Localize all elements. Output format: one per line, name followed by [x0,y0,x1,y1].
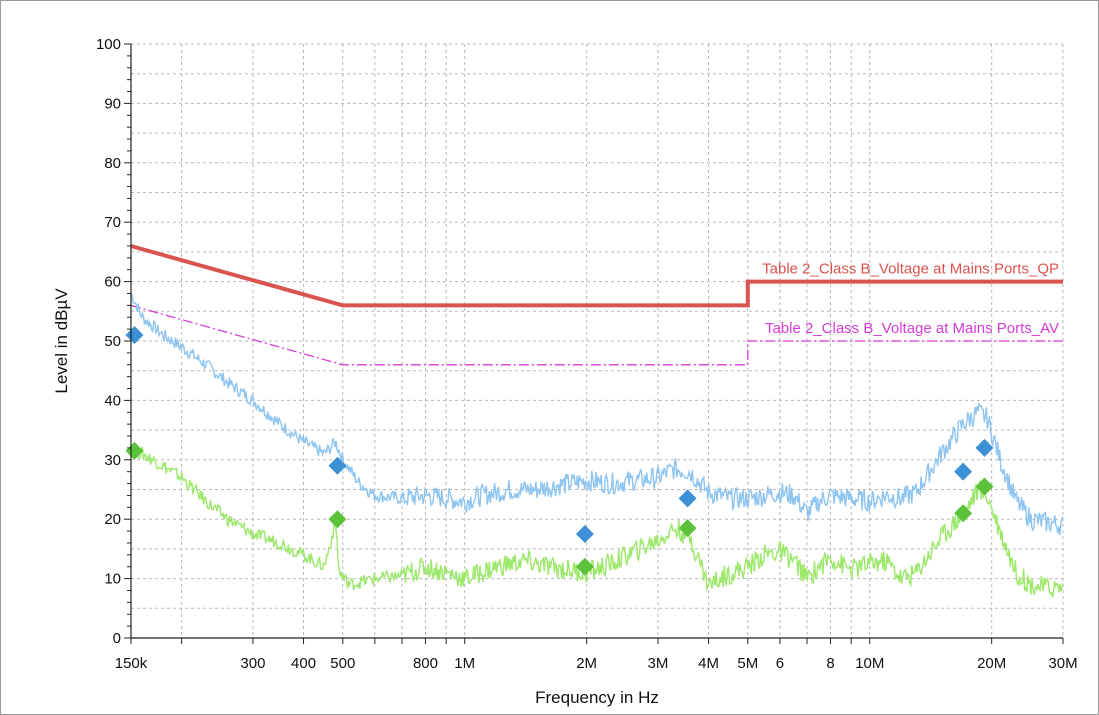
av-marker [954,504,973,523]
y-tick-label: 0 [113,630,121,647]
qp-marker [975,438,994,457]
y-tick-label: 100 [96,36,121,53]
axes [124,43,1064,644]
x-tick-label: 300 [240,655,265,672]
qp-marker [678,489,697,508]
limit-label-qp: Table 2_Class B_Voltage at Mains Ports_Q… [762,261,1059,278]
measurement-traces [130,293,1064,598]
x-tick-label: 10M [855,655,884,672]
qp-marker [575,525,594,544]
x-tick-label: 800 [413,655,438,672]
limit-label-av: Table 2_Class B_Voltage at Mains Ports_A… [765,320,1059,337]
y-tick-label: 10 [104,571,121,588]
grid [131,43,1064,638]
y-tick-label: 70 [104,214,121,231]
trace-peak [130,293,1064,536]
limit-line-av [130,304,1063,366]
x-tick-label: 8 [826,655,834,672]
y-tick-label: 60 [104,274,121,291]
av-marker [575,557,594,576]
y-tick-label: 80 [104,155,121,172]
x-tick-label: 4M [698,655,719,672]
x-tick-label: 3M [648,655,669,672]
x-tick-label: 500 [330,655,355,672]
av-marker [678,519,697,538]
av-marker [328,510,347,529]
qp-marker [328,456,347,475]
x-tick-label: 2M [576,655,597,672]
y-tick-label: 50 [104,333,121,350]
y-tick-label: 20 [104,511,121,528]
av-marker [975,477,994,496]
y-tick-label: 90 [104,95,121,112]
detector-markers [125,326,994,576]
x-tick-label: 1M [454,655,475,672]
x-tick-label: 6 [776,655,784,672]
tick-labels: 0 10 20 30 40 50 60 70 80 90 100 150k 300 400 500 800 1M… [96,36,1078,672]
qp-marker [954,462,973,481]
limit-lines [130,244,1063,366]
x-tick-label: 20M [977,655,1006,672]
y-axis-title: Level in dBµV [52,288,71,394]
av-marker [125,441,144,460]
x-axis-title: Frequency in Hz [535,688,659,707]
limit-line-qp [130,244,1063,308]
x-tick-label: 400 [291,655,316,672]
qp-marker [125,326,144,345]
trace-average [130,445,1064,598]
y-tick-label: 30 [104,452,121,469]
x-tick-label: 30M [1048,655,1077,672]
y-tick-label: 40 [104,392,121,409]
x-tick-label: 5M [737,655,758,672]
x-tick-label: 150k [115,655,148,672]
